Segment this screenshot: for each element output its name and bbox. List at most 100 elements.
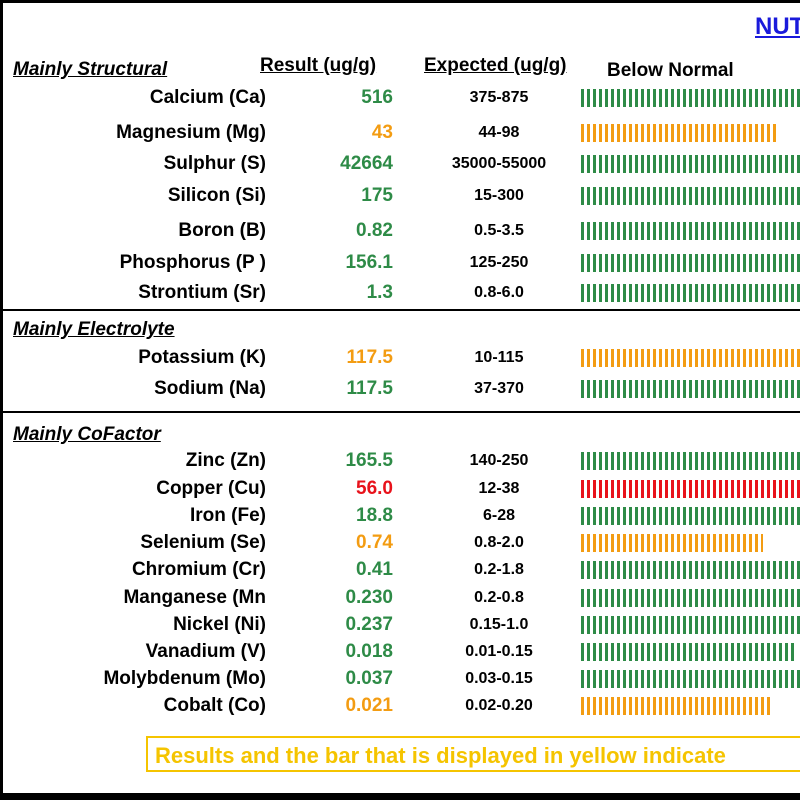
result-value: 0.41 xyxy=(356,559,393,580)
element-name: Zinc (Zn) xyxy=(185,450,266,471)
element-name: Chromium (Cr) xyxy=(131,559,266,580)
section-label-mainly-cofactor: Mainly CoFactor xyxy=(13,424,161,445)
expected-range: 125-250 xyxy=(469,254,529,271)
expected-range: 12-38 xyxy=(478,480,520,497)
result-value: 165.5 xyxy=(345,450,393,471)
report-title: NUT xyxy=(755,13,800,40)
table-row: Chromium (Cr) 0.41 0.2-1.8 xyxy=(3,556,800,584)
footer-note: Results and the bar that is displayed in… xyxy=(155,743,726,768)
section-label-mainly-electrolyte: Mainly Electrolyte xyxy=(13,319,175,340)
element-name: Calcium (Ca) xyxy=(149,87,266,108)
expected-range: 0.2-0.8 xyxy=(474,589,524,606)
result-value: 0.74 xyxy=(356,532,393,553)
table-row: Molybdenum (Mo) 0.037 0.03-0.15 xyxy=(3,665,800,693)
element-name: Phosphorus (P ) xyxy=(119,252,266,273)
level-bar xyxy=(581,187,800,205)
result-value: 56.0 xyxy=(356,478,393,499)
level-bar xyxy=(581,254,800,272)
table-row: Sulphur (S) 42664 35000-55000 xyxy=(3,150,800,178)
level-bar xyxy=(581,89,800,107)
element-name: Nickel (Ni) xyxy=(173,614,266,635)
level-bar xyxy=(581,616,800,634)
level-bar xyxy=(581,480,800,498)
level-bar xyxy=(581,507,800,525)
result-value: 0.230 xyxy=(345,587,393,608)
level-bar xyxy=(581,349,800,367)
expected-range: 37-370 xyxy=(474,380,524,397)
table-row: Manganese (Mn 0.230 0.2-0.8 xyxy=(3,584,800,612)
expected-range: 0.01-0.15 xyxy=(465,643,533,660)
level-bar xyxy=(581,222,800,240)
level-bar xyxy=(581,155,800,173)
level-bar xyxy=(581,643,794,661)
result-value: 117.5 xyxy=(346,378,394,399)
element-name: Sodium (Na) xyxy=(154,378,266,399)
result-value: 175 xyxy=(361,185,393,206)
element-name: Molybdenum (Mo) xyxy=(103,668,266,689)
result-value: 1.3 xyxy=(366,282,393,303)
result-value: 0.82 xyxy=(356,220,393,241)
element-name: Strontium (Sr) xyxy=(138,282,266,303)
expected-range: 15-300 xyxy=(474,187,524,204)
table-row: Nickel (Ni) 0.237 0.15-1.0 xyxy=(3,611,800,639)
element-name: Potassium (K) xyxy=(138,347,266,368)
result-value: 117.5 xyxy=(346,347,394,368)
table-row: Boron (B) 0.82 0.5-3.5 xyxy=(3,217,800,245)
expected-range: 0.5-3.5 xyxy=(474,222,524,239)
expected-range: 6-28 xyxy=(482,507,516,524)
element-name: Sulphur (S) xyxy=(163,153,266,174)
result-value: 156.1 xyxy=(345,252,393,273)
table-row: Selenium (Se) 0.74 0.8-2.0 xyxy=(3,529,800,557)
result-value: 0.021 xyxy=(345,695,393,716)
expected-range: 0.02-0.20 xyxy=(465,697,533,714)
table-row: Vanadium (V) 0.018 0.01-0.15 xyxy=(3,638,800,666)
element-name: Magnesium (Mg) xyxy=(116,122,266,143)
result-value: 43 xyxy=(371,122,393,143)
table-row: Calcium (Ca) 516 375-875 xyxy=(3,84,800,112)
section-divider xyxy=(3,309,800,311)
result-value: 516 xyxy=(361,87,393,108)
table-row: Phosphorus (P ) 156.1 125-250 xyxy=(3,249,800,277)
result-column-header: Result (ug/g) xyxy=(260,55,377,76)
table-row: Sodium (Na) 117.5 37-370 xyxy=(3,375,800,403)
section-divider xyxy=(3,411,800,413)
element-name: Cobalt (Co) xyxy=(163,695,266,716)
expected-column-header: Expected (ug/g) xyxy=(424,55,567,76)
level-bar xyxy=(581,561,800,579)
level-bar xyxy=(581,124,779,142)
element-name: Iron (Fe) xyxy=(190,505,266,526)
table-row: Copper (Cu) 56.0 12-38 xyxy=(3,475,800,503)
level-bar xyxy=(581,534,763,552)
result-value: 0.237 xyxy=(345,614,393,635)
element-name: Vanadium (V) xyxy=(145,641,266,662)
level-bar xyxy=(581,452,800,470)
result-value: 0.037 xyxy=(345,668,393,689)
expected-range: 375-875 xyxy=(469,89,529,106)
expected-range: 0.03-0.15 xyxy=(465,670,533,687)
table-row: Iron (Fe) 18.8 6-28 xyxy=(3,502,800,530)
expected-range: 0.8-6.0 xyxy=(474,284,524,301)
expected-range: 140-250 xyxy=(469,452,529,469)
level-bar xyxy=(581,589,800,607)
level-bar xyxy=(581,697,772,715)
table-row: Silicon (Si) 175 15-300 xyxy=(3,182,800,210)
result-value: 42664 xyxy=(340,153,393,174)
table-row: Potassium (K) 117.5 10-115 xyxy=(3,344,800,372)
table-row: Cobalt (Co) 0.021 0.02-0.20 xyxy=(3,692,800,720)
table-row: Magnesium (Mg) 43 44-98 xyxy=(3,119,800,147)
element-name: Copper (Cu) xyxy=(156,478,266,499)
result-value: 0.018 xyxy=(345,641,393,662)
expected-range: 44-98 xyxy=(478,124,520,141)
level-bar xyxy=(581,380,800,398)
element-name: Selenium (Se) xyxy=(140,532,266,553)
result-value: 18.8 xyxy=(356,505,393,526)
element-name: Manganese (Mn xyxy=(123,587,266,608)
element-name: Boron (B) xyxy=(178,220,266,241)
table-row: Strontium (Sr) 1.3 0.8-6.0 xyxy=(3,279,800,307)
footer-note-box: Results and the bar that is displayed in… xyxy=(146,736,800,772)
below-normal-column-header: Below Normal xyxy=(607,60,734,81)
table-row: Zinc (Zn) 165.5 140-250 xyxy=(3,447,800,475)
element-name: Silicon (Si) xyxy=(167,185,266,206)
expected-range: 10-115 xyxy=(474,349,524,366)
